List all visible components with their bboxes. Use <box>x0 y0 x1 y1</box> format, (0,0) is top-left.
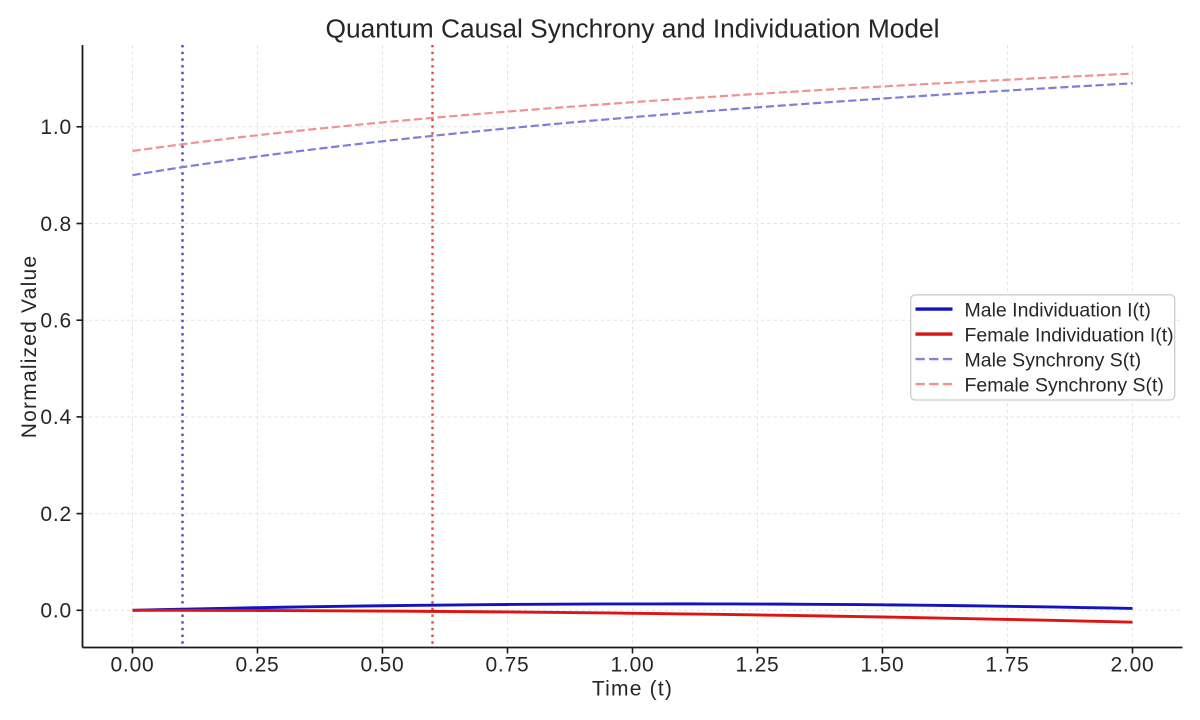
svg-text:0.4: 0.4 <box>40 406 72 429</box>
svg-text:0.2: 0.2 <box>40 503 72 526</box>
svg-text:1.0: 1.0 <box>40 116 72 139</box>
svg-text:Male Individuation I(t): Male Individuation I(t) <box>965 300 1151 322</box>
svg-text:Time (t): Time (t) <box>592 678 673 701</box>
svg-text:0.0: 0.0 <box>40 600 72 623</box>
svg-text:Female Synchrony S(t): Female Synchrony S(t) <box>965 375 1164 397</box>
svg-text:Female Individuation I(t): Female Individuation I(t) <box>965 325 1174 347</box>
svg-text:0.50: 0.50 <box>360 654 404 677</box>
svg-text:Normalized Value: Normalized Value <box>18 255 41 438</box>
svg-text:2.00: 2.00 <box>1110 654 1154 677</box>
svg-text:0.8: 0.8 <box>40 213 72 236</box>
svg-text:1.25: 1.25 <box>735 654 779 677</box>
svg-text:1.00: 1.00 <box>610 654 654 677</box>
svg-text:0.25: 0.25 <box>235 654 279 677</box>
svg-text:0.00: 0.00 <box>110 654 154 677</box>
svg-text:0.6: 0.6 <box>40 310 72 333</box>
svg-text:Quantum Causal Synchrony and I: Quantum Causal Synchrony and Individuati… <box>326 13 940 43</box>
svg-text:Male Synchrony S(t): Male Synchrony S(t) <box>965 350 1142 372</box>
svg-text:1.50: 1.50 <box>860 654 904 677</box>
svg-text:1.75: 1.75 <box>985 654 1029 677</box>
svg-text:0.75: 0.75 <box>485 654 529 677</box>
